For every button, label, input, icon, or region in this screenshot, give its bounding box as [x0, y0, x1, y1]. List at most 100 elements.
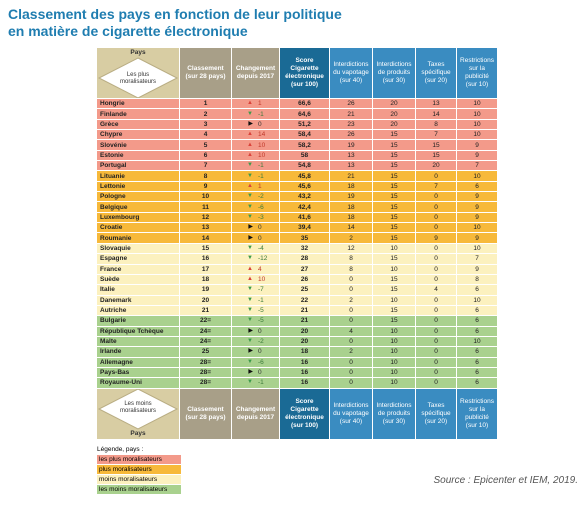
- change-value: -4: [258, 244, 264, 252]
- column-header: Score Cigarette électronique (sur 100): [280, 48, 329, 98]
- change-cell: ▼ -6: [232, 357, 279, 367]
- legend-item: les plus moralisateurs: [97, 455, 181, 464]
- change-cell: ▼ -1: [232, 109, 279, 119]
- rank-cell: 3: [180, 119, 231, 130]
- score-cell: 16: [280, 378, 329, 388]
- products-cell: 15: [373, 202, 415, 212]
- advertising-cell: 10: [457, 109, 497, 119]
- taxes-cell: 0: [416, 264, 456, 274]
- rank-cell: 7: [180, 161, 231, 171]
- taxes-cell: 0: [416, 367, 456, 378]
- vaping-cell: 0: [330, 285, 372, 295]
- title: Classement des pays en fonction de leur …: [8, 6, 342, 40]
- country-cell: Hongrie: [97, 99, 179, 109]
- products-cell: 15: [373, 171, 415, 181]
- advertising-cell: 6: [457, 347, 497, 357]
- change-value: 1: [258, 182, 262, 190]
- rank-cell: 2: [180, 109, 231, 119]
- rank-cell: 5: [180, 140, 231, 150]
- country-cell: Lituanie: [97, 171, 179, 181]
- country-cell: Irlande: [97, 347, 179, 357]
- vaping-cell: 2: [330, 233, 372, 243]
- legend: Légende, pays : les plus moralisateurs pl…: [97, 445, 181, 494]
- vaping-cell: 0: [330, 316, 372, 326]
- change-cell: ▼ -6: [232, 202, 279, 212]
- change-cell: ▼ -1: [232, 161, 279, 171]
- change-cell: ▼ -2: [232, 336, 279, 347]
- score-cell: 58,4: [280, 130, 329, 140]
- taxes-cell: 0: [416, 305, 456, 316]
- trend-arrow: ▲: [247, 131, 253, 138]
- change-value: -7: [258, 286, 264, 294]
- country-cell: Chypre: [97, 130, 179, 140]
- column-header: Interdictions de produits (sur 30): [373, 48, 415, 98]
- taxes-cell: 0: [416, 223, 456, 233]
- trend-arrow: ▶: [248, 369, 253, 376]
- change-value: -5: [258, 307, 264, 315]
- rank-cell: 9: [180, 181, 231, 192]
- advertising-cell: 6: [457, 367, 497, 378]
- vaping-cell: 0: [330, 274, 372, 285]
- vaping-cell: 13: [330, 161, 372, 171]
- country-cell: Royaume-Uni: [97, 378, 179, 388]
- country-header: Pays: [130, 49, 146, 56]
- column-header: Restrictions sur la publicité (sur 10): [457, 48, 497, 98]
- products-cell: 10: [373, 264, 415, 274]
- change-cell: ▶ 0: [232, 347, 279, 357]
- trend-arrow: ▼: [247, 307, 253, 314]
- taxes-cell: 15: [416, 140, 456, 150]
- column-header: Classement (sur 28 pays): [180, 388, 231, 439]
- country-cell: République Tchèque: [97, 326, 179, 336]
- vaping-cell: 4: [330, 326, 372, 336]
- legend-title: Légende, pays :: [97, 446, 144, 453]
- advertising-cell: 9: [457, 212, 497, 223]
- change-value: 1: [258, 100, 262, 108]
- change-value: -1: [258, 110, 264, 118]
- country-cell: Slovénie: [97, 140, 179, 150]
- change-value: 4: [258, 265, 262, 273]
- change-cell: ▼ -2: [232, 192, 279, 202]
- taxes-cell: 7: [416, 181, 456, 192]
- score-cell: 35: [280, 233, 329, 243]
- trend-arrow: ▶: [248, 120, 253, 127]
- advertising-cell: 10: [457, 336, 497, 347]
- score-cell: 42,4: [280, 202, 329, 212]
- advertising-cell: 9: [457, 150, 497, 161]
- rank-cell: 8: [180, 171, 231, 181]
- column-header: Score Cigarette électronique (sur 100): [280, 388, 329, 439]
- taxes-cell: 0: [416, 357, 456, 367]
- vaping-cell: 2: [330, 295, 372, 305]
- trend-arrow: ▼: [247, 286, 253, 293]
- rank-cell: 22=: [180, 316, 231, 326]
- score-cell: 25: [280, 285, 329, 295]
- taxes-cell: 0: [416, 316, 456, 326]
- title-line: en matière de cigarette électronique: [8, 23, 248, 39]
- legend-item: moins moralisateurs: [97, 475, 181, 484]
- advertising-cell: 6: [457, 357, 497, 367]
- country-cell: Roumanie: [97, 233, 179, 243]
- country-cell: Malte: [97, 336, 179, 347]
- taxes-cell: 8: [416, 119, 456, 130]
- products-cell: 15: [373, 254, 415, 264]
- trend-arrow: ▼: [247, 244, 253, 251]
- vaping-cell: 8: [330, 264, 372, 274]
- change-cell: ▼ -7: [232, 285, 279, 295]
- column-header: Interdictions du vapotage (sur 40): [330, 48, 372, 98]
- country-cell: Grèce: [97, 119, 179, 130]
- change-cell: ▼ -3: [232, 212, 279, 223]
- rank-cell: 10: [180, 192, 231, 202]
- advertising-cell: 6: [457, 181, 497, 192]
- products-cell: 10: [373, 347, 415, 357]
- country-cell: Danemark: [97, 295, 179, 305]
- products-cell: 10: [373, 295, 415, 305]
- taxes-cell: 0: [416, 295, 456, 305]
- vaping-cell: 12: [330, 243, 372, 254]
- advertising-cell: 10: [457, 119, 497, 130]
- change-cell: ▼ -1: [232, 171, 279, 181]
- taxes-cell: 0: [416, 243, 456, 254]
- legend-item: les moins moralisateurs: [97, 485, 181, 494]
- taxes-cell: 0: [416, 202, 456, 212]
- vaping-cell: 26: [330, 99, 372, 109]
- score-cell: 64,6: [280, 109, 329, 119]
